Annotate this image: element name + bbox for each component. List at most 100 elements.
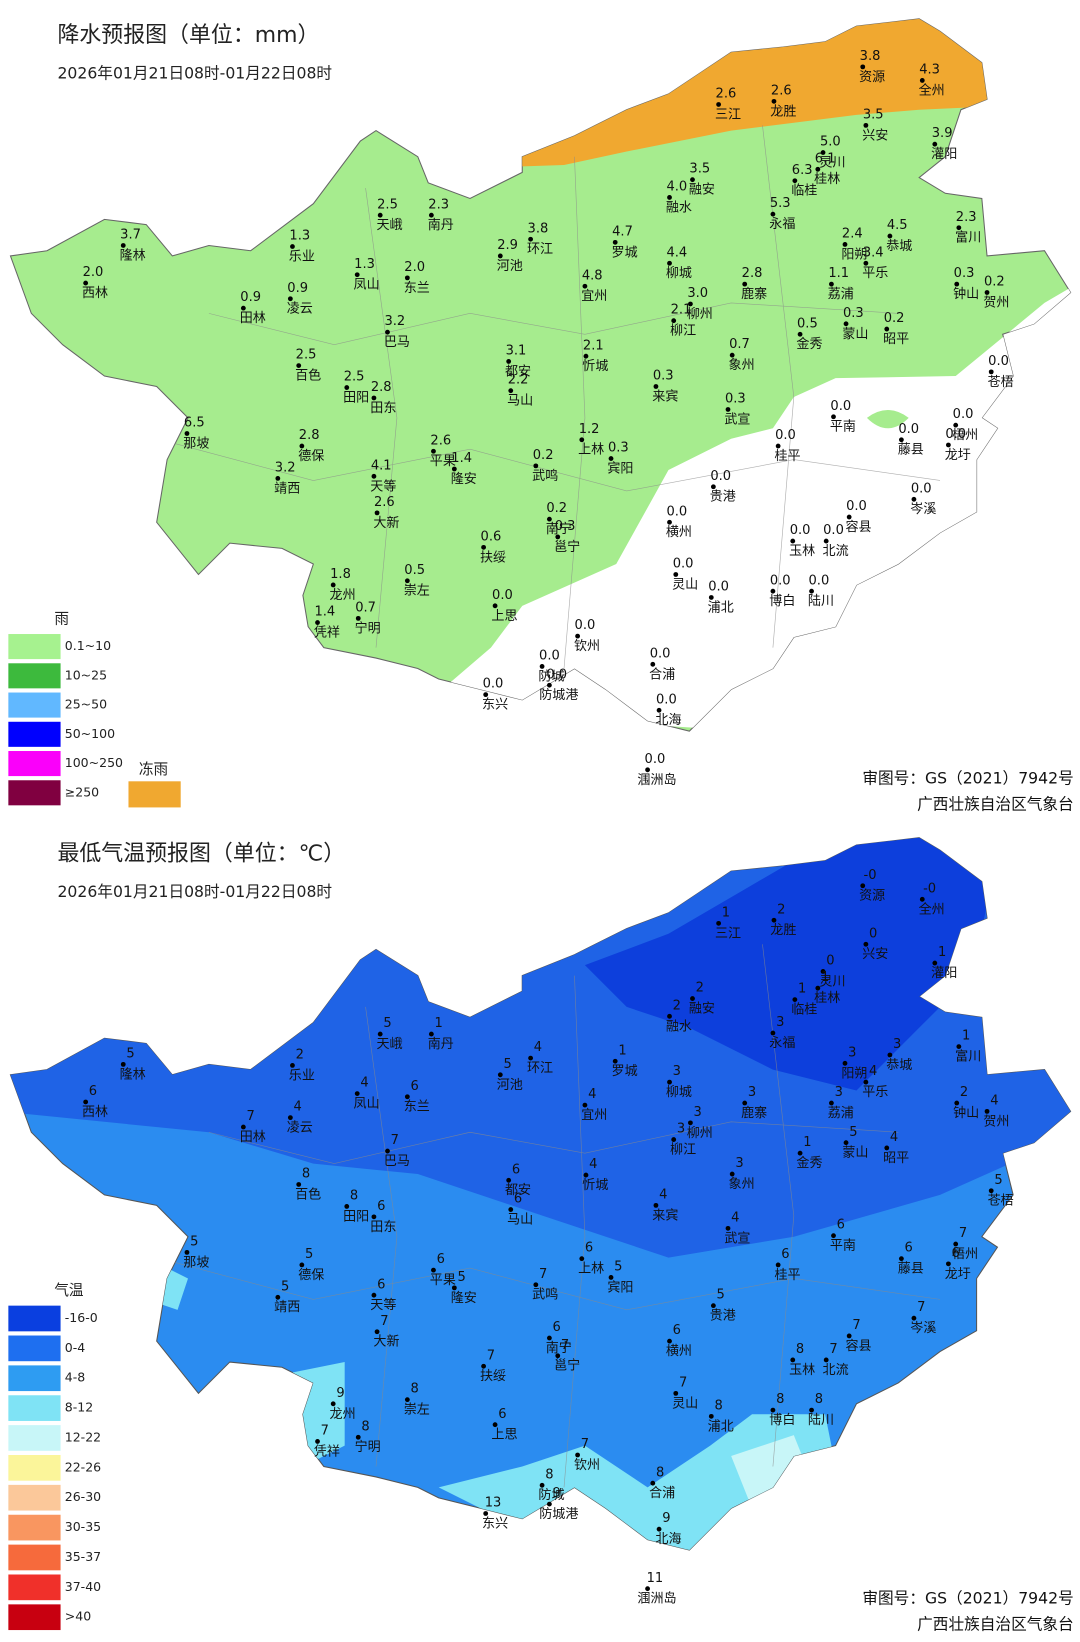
legend-swatch xyxy=(8,1484,61,1511)
station-dot xyxy=(932,960,938,966)
station-value: 7 xyxy=(539,1267,547,1282)
station-value: 6 xyxy=(89,1084,97,1099)
station-name: 荔浦 xyxy=(828,1106,854,1121)
station-name: 贺州 xyxy=(983,295,1009,310)
station-dot xyxy=(775,443,781,449)
station-value: 1.8 xyxy=(330,567,351,582)
station-dot xyxy=(831,414,836,420)
station-name: 天等 xyxy=(370,478,396,494)
station-name: 富川 xyxy=(955,230,981,246)
station-value: 5 xyxy=(717,1288,725,1303)
station-value: 6 xyxy=(437,1252,445,1267)
station-name: 宁明 xyxy=(355,620,381,636)
station-dot xyxy=(583,353,589,359)
station-dot xyxy=(945,1261,951,1267)
station-name: 平乐 xyxy=(862,266,888,281)
station-name: 容县 xyxy=(846,1338,872,1354)
station-name: 宾阳 xyxy=(607,1279,633,1295)
temp-map xyxy=(9,837,1072,1551)
station-value: 1 xyxy=(618,1043,626,1058)
station-name: 大新 xyxy=(373,515,399,531)
station-name: 合浦 xyxy=(649,667,675,682)
station-name: 岑溪 xyxy=(910,502,936,517)
station-value: -0 xyxy=(923,881,936,896)
station-value: 7 xyxy=(391,1133,399,1148)
station-name: 天峨 xyxy=(377,218,403,233)
legend-extra-swatch xyxy=(128,781,181,808)
station-dot xyxy=(911,496,917,502)
station-dot xyxy=(809,588,814,594)
station-dot xyxy=(710,1303,716,1309)
station-dot xyxy=(296,1182,302,1187)
station-dot xyxy=(451,466,457,472)
station-dot xyxy=(575,633,581,639)
station-value: 7 xyxy=(959,1226,967,1241)
station-value: 6 xyxy=(411,1079,419,1094)
station-value: 2.0 xyxy=(83,265,104,280)
station-dot xyxy=(770,1030,776,1036)
station-dot xyxy=(775,1262,781,1268)
station-name: 兴安 xyxy=(862,947,888,962)
station-dot xyxy=(843,1140,849,1146)
station-name: 马山 xyxy=(507,1212,533,1227)
station-name: 桂林 xyxy=(814,172,840,187)
station-name: 西林 xyxy=(82,286,108,301)
station-name: 扶绥 xyxy=(480,550,506,565)
station-value: 0.3 xyxy=(725,392,746,407)
station-value: 0.0 xyxy=(898,422,919,437)
station-name: 钦州 xyxy=(574,639,600,654)
legend-extra-label: 冻雨 xyxy=(139,760,168,778)
station-name: 灵山 xyxy=(672,577,698,592)
legend-label: 35-37 xyxy=(65,1549,101,1564)
station-dot xyxy=(582,283,588,289)
station-dot xyxy=(555,534,561,540)
station-name: 邕宁 xyxy=(554,1358,580,1374)
station-value: 0.3 xyxy=(653,369,674,384)
station-name: 隆安 xyxy=(451,1291,477,1306)
station-name: 涠洲岛 xyxy=(637,772,676,788)
station-name: 平果 xyxy=(430,1273,456,1288)
station-value: 0 xyxy=(869,926,877,941)
station-dot xyxy=(823,1357,829,1363)
station-dot xyxy=(240,305,246,311)
station-name: 陆川 xyxy=(808,593,834,609)
station-dot xyxy=(533,1282,539,1288)
station-dot xyxy=(667,1338,672,1344)
map-panel: 降水预报图（单位：mm） 2026年01月21日08时-01月22日08时 2.6 三… xyxy=(8,23,1074,814)
station-dot xyxy=(344,385,350,390)
station-name: 龙胜 xyxy=(770,104,796,119)
station-dot xyxy=(583,1172,589,1178)
legend-label: ≥250 xyxy=(65,784,99,799)
station-name: 上思 xyxy=(491,1428,517,1443)
station-dot xyxy=(742,1100,748,1106)
station-name: 龙圩 xyxy=(945,1267,971,1282)
station-name: 东兰 xyxy=(404,281,430,296)
station-dot xyxy=(843,321,849,327)
station-name: 东兰 xyxy=(404,1100,430,1115)
station-value: 1.2 xyxy=(579,422,600,437)
station-dot xyxy=(956,225,962,231)
station-name: 巴马 xyxy=(384,335,410,350)
station-dot xyxy=(546,516,552,522)
station-value: 3.1 xyxy=(506,343,527,358)
station-dot xyxy=(690,177,695,183)
station-dot xyxy=(725,407,731,412)
station-value: 0.0 xyxy=(492,588,513,603)
station-name: 东兴 xyxy=(482,1516,508,1531)
station-value: 6 xyxy=(553,1320,561,1335)
station-dot xyxy=(842,1060,848,1066)
station-name: 资源 xyxy=(859,70,885,85)
station-value: 3.9 xyxy=(932,126,953,141)
station-name: 平乐 xyxy=(862,1085,888,1100)
station-dot xyxy=(842,242,848,247)
station-value: 2 xyxy=(696,981,704,996)
legend-swatch xyxy=(8,663,61,689)
station-name: 凭祥 xyxy=(314,625,340,640)
station-name: 田阳 xyxy=(343,390,369,405)
station-dot xyxy=(428,212,434,218)
station-value: 7 xyxy=(247,1109,255,1124)
station-value: 4.5 xyxy=(887,218,908,233)
station-value: 7 xyxy=(581,1437,589,1452)
station-name: 百色 xyxy=(295,368,321,384)
